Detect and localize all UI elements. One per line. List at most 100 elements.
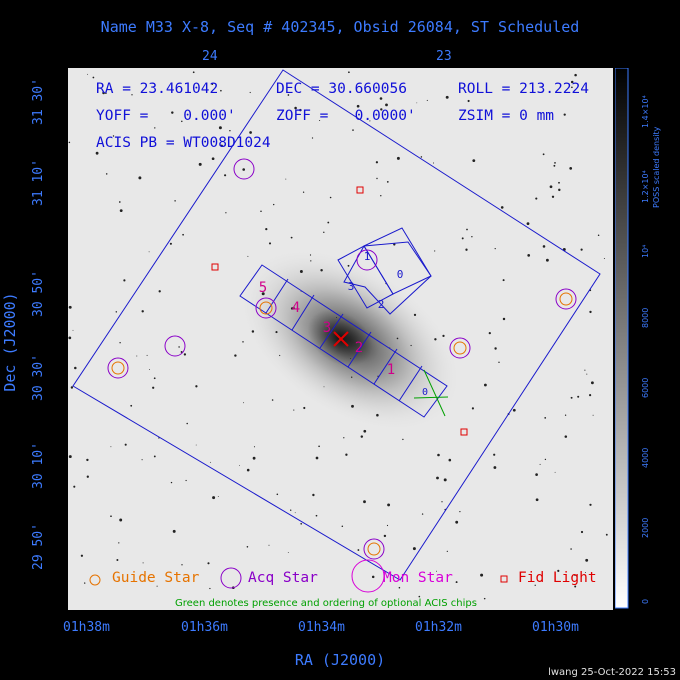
acq-star-marker [255, 297, 277, 319]
legend-acq-icon [220, 567, 242, 589]
star-dot [341, 525, 344, 527]
star-dot [68, 336, 72, 340]
star-dot [502, 279, 505, 282]
star-dot [442, 334, 445, 338]
star-dot [336, 317, 338, 318]
star-dot [210, 461, 212, 463]
star-dot [156, 585, 158, 587]
star-dot [181, 120, 183, 123]
left-tick-label: 30 30' [31, 354, 46, 401]
star-dot [580, 248, 583, 251]
top-tick-label: 23 [436, 49, 452, 64]
star-dot [141, 310, 144, 313]
star-dot [220, 144, 223, 148]
star-dot [112, 135, 115, 137]
star-dot [186, 422, 188, 425]
colorbar-tick: 1.2×10⁴ [641, 170, 650, 203]
left-tick-label: 31 10' [31, 159, 46, 206]
guide-star-marker [367, 542, 381, 556]
star-dot [110, 515, 112, 518]
star-dot [434, 250, 436, 252]
star-dot [553, 164, 556, 167]
fid-light-marker [211, 263, 219, 271]
star-dot [351, 404, 354, 408]
acis-i-chips [337, 227, 432, 309]
colorbar-tick: 0 [641, 599, 650, 604]
star-dot [471, 236, 473, 238]
star-dot [242, 341, 244, 343]
star-dot [243, 402, 245, 404]
star-dot [246, 468, 250, 472]
star-dot [183, 353, 187, 356]
colorbar-gradient [615, 68, 629, 609]
star-dot [535, 197, 538, 200]
star-dot [570, 80, 574, 84]
star-dot [574, 73, 577, 77]
sky-image-plot[interactable]: 1 0 3 2 5 4 3 2 1 0 [68, 68, 613, 610]
star-dot [310, 260, 312, 262]
star-dot [178, 346, 180, 348]
star-dot [138, 176, 142, 180]
star-dot [294, 118, 297, 120]
star-dot [396, 156, 400, 160]
star-dot [443, 478, 447, 482]
star-dot [483, 383, 487, 387]
star-dot [323, 231, 325, 234]
star-dot [260, 210, 262, 212]
bottom-tick-label: 01h30m [532, 620, 579, 635]
dec-readout: DEC = 30.660056 [276, 81, 407, 97]
star-dot [119, 342, 121, 344]
bottom-tick-label: 01h34m [298, 620, 345, 635]
zoff-readout: ZOFF = 0.0000' [276, 108, 416, 124]
star-dot [420, 156, 423, 158]
star-dot [558, 188, 561, 192]
star-dot [467, 99, 470, 103]
star-dot [402, 438, 404, 441]
star-dot [570, 548, 572, 550]
star-dot [229, 129, 231, 132]
star-dot [542, 245, 546, 248]
colorbar: 0 2000 4000 6000 8000 10⁴ 1.2×10⁴ 1.4×10… [615, 68, 661, 609]
star-dot [154, 127, 156, 129]
star-dot [441, 501, 443, 503]
star-dot [570, 396, 573, 399]
star-dot [182, 233, 184, 236]
star-dot [585, 558, 589, 562]
star-dot [436, 570, 437, 572]
star-dot [265, 227, 268, 231]
star-dot [275, 331, 278, 334]
star-dot [287, 94, 290, 96]
star-dot [294, 106, 297, 110]
star-dot [574, 585, 577, 588]
guide-stars [111, 292, 573, 556]
legend-guide-icon [89, 574, 101, 586]
star-dot [350, 358, 352, 360]
star-dot [261, 292, 265, 296]
star-dot [225, 212, 227, 214]
star-dot [483, 597, 486, 600]
guide-star-marker [453, 341, 467, 355]
star-dot [234, 354, 237, 357]
star-dot [376, 177, 378, 180]
star-dot [498, 361, 500, 364]
star-dot [472, 159, 476, 163]
star-dot [544, 417, 547, 419]
star-dot [276, 493, 279, 496]
star-dot [589, 394, 592, 397]
star-dot [357, 549, 360, 551]
zsim-readout: ZSIM = 0 mm [458, 108, 555, 124]
star-dot [285, 178, 287, 180]
star-dot [68, 141, 71, 144]
star-dot [512, 408, 516, 412]
star-dot [554, 471, 556, 473]
star-dot [86, 458, 89, 462]
yoff-readout: YOFF = 0.000' [96, 108, 236, 124]
field-of-view [72, 69, 601, 581]
roll-readout: ROLL = 213.2224 [458, 81, 589, 97]
star-dot [299, 108, 302, 112]
star-dot [170, 481, 173, 484]
star-dot [563, 113, 566, 116]
star-dot [347, 264, 350, 267]
star-dot [80, 554, 84, 557]
star-dot [500, 206, 504, 209]
